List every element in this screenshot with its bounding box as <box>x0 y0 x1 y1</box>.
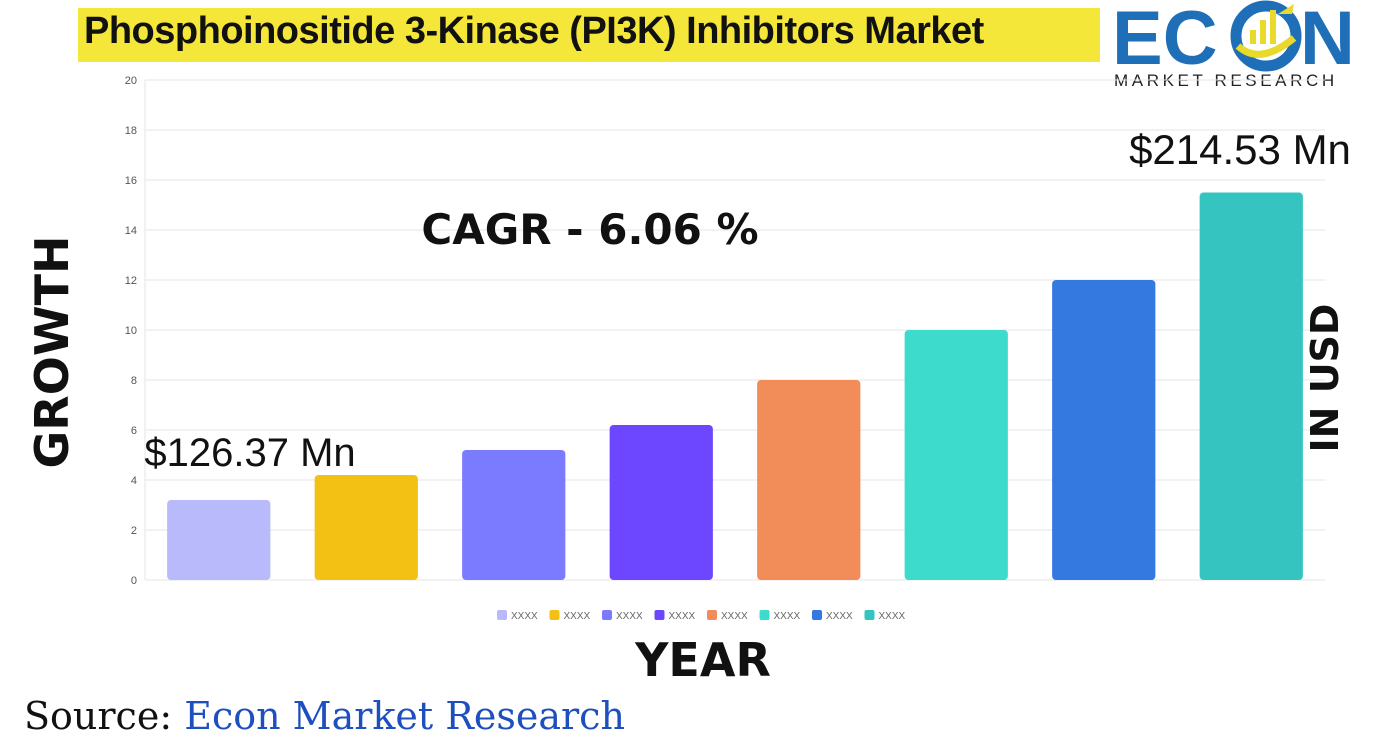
y-tick-label: 14 <box>125 225 137 237</box>
legend-label: XXXX <box>669 611 696 622</box>
source-line: Source: Econ Market Research <box>24 694 625 738</box>
logo-word-left: EC <box>1112 0 1218 81</box>
legend-label: XXXX <box>826 611 853 622</box>
legend: XXXX XXXX XXXX XXXX XXXX XXXX XXXX XXXX <box>497 610 906 622</box>
page-title: Phosphoinositide 3-Kinase (PI3K) Inhibit… <box>84 10 984 52</box>
y-tick-label: 18 <box>125 125 137 137</box>
legend-label: XXXX <box>511 611 538 622</box>
source-brand: Econ Market Research <box>184 694 625 738</box>
econ-logo: EC N MARKET RESEARCH <box>1110 0 1372 92</box>
right-axis-label: IN USD <box>1303 304 1347 453</box>
legend-swatch <box>602 610 612 620</box>
legend-swatch <box>707 610 717 620</box>
x-axis-label: YEAR <box>634 633 771 687</box>
y-tick-label: 12 <box>125 275 137 287</box>
end-value-label: $214.53 Mn <box>1129 126 1351 173</box>
y-tick-label: 10 <box>125 325 137 337</box>
legend-swatch <box>654 610 665 620</box>
y-tick-label: 4 <box>131 475 137 487</box>
legend-swatch <box>549 610 560 620</box>
legend-swatch <box>864 610 875 620</box>
source-prefix: Source: <box>24 694 185 738</box>
legend-label: XXXX <box>564 611 591 622</box>
legend-swatch <box>497 610 507 620</box>
bar <box>757 380 861 580</box>
y-tick-label: 20 <box>125 75 137 87</box>
legend-label: XXXX <box>721 611 748 622</box>
y-tick-label: 8 <box>131 375 137 387</box>
y-tick-label: 6 <box>131 425 137 437</box>
bars <box>167 192 1303 580</box>
start-value-label: $126.37 Mn <box>144 431 355 475</box>
bar <box>904 330 1008 580</box>
y-axis-label: GROWTH <box>25 236 79 469</box>
legend-swatch <box>812 610 822 620</box>
bar <box>314 475 418 580</box>
logo-word-right: N <box>1300 0 1355 81</box>
legend-swatch <box>759 610 770 620</box>
legend-label: XXXX <box>879 611 906 622</box>
econ-logo-graphic: EC N MARKET RESEARCH <box>1112 0 1355 90</box>
bar <box>167 500 271 580</box>
y-tick-label: 0 <box>131 575 137 587</box>
cagr-label: CAGR - 6.06 % <box>421 205 758 254</box>
y-tick-label: 2 <box>131 525 137 537</box>
legend-label: XXXX <box>616 611 643 622</box>
bar <box>462 450 566 580</box>
bar <box>1052 280 1156 580</box>
bar <box>609 425 713 580</box>
logo-globe-icon <box>1230 0 1302 72</box>
legend-label: XXXX <box>774 611 801 622</box>
y-tick-labels: 0 2 4 6 8 10 12 14 16 18 20 <box>125 75 137 587</box>
title-highlight <box>78 8 1100 62</box>
y-tick-label: 16 <box>125 175 137 187</box>
bar <box>1199 192 1303 580</box>
